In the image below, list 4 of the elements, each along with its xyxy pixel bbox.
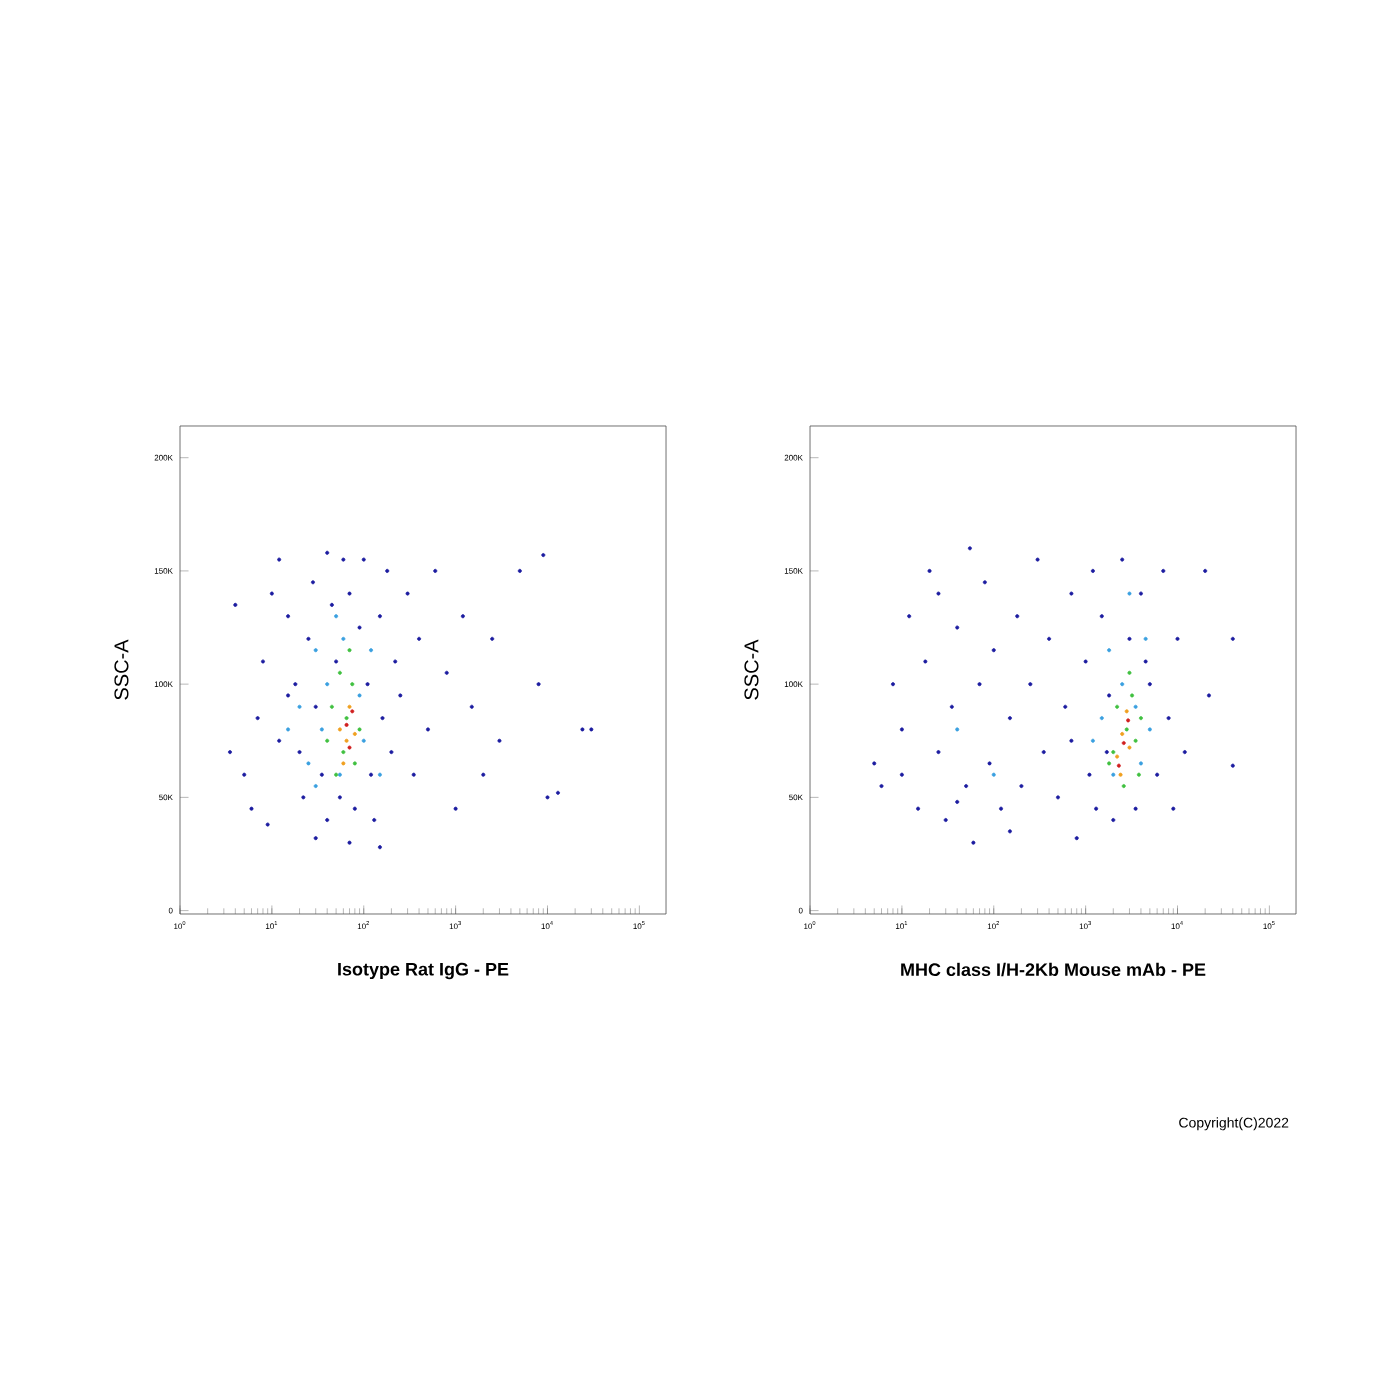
x-axis-title: MHC class I/H-2Kb Mouse mAb - PE [901,962,1206,977]
x-axis-title: Isotype Rat IgG - PE [338,962,509,980]
y-axis-title: SSC-A [114,639,129,700]
y-axis-title: SSC-A [744,639,759,700]
